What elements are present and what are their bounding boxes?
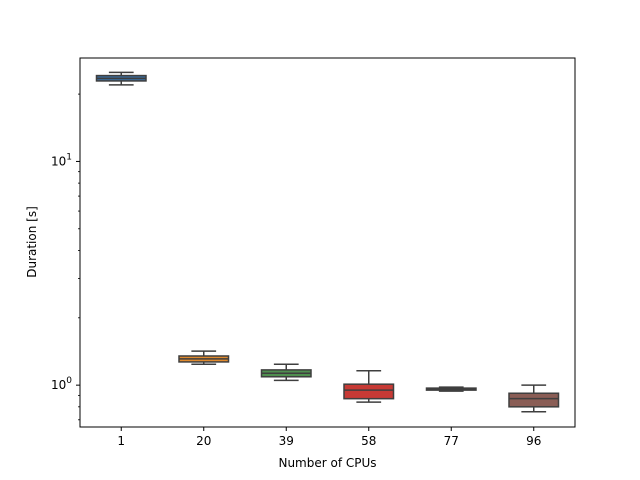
box-1 xyxy=(95,71,147,86)
plot-area xyxy=(80,58,575,427)
iqr-box xyxy=(508,392,560,408)
box-20 xyxy=(178,350,230,365)
box-39 xyxy=(260,363,312,382)
axes-frame xyxy=(79,57,576,428)
x-tick-label: 39 xyxy=(279,434,294,448)
plot-background xyxy=(80,58,575,427)
x-tick-label: 58 xyxy=(361,434,376,448)
x-tick-label: 77 xyxy=(444,434,459,448)
x-tick-label: 1 xyxy=(117,434,125,448)
box-77 xyxy=(425,386,477,392)
x-axis-label: Number of CPUs xyxy=(278,456,376,470)
y-tick-label: 101 xyxy=(51,152,72,168)
iqr-box xyxy=(343,383,395,400)
box-96 xyxy=(508,384,560,413)
x-tick-label: 96 xyxy=(526,434,541,448)
y-tick-label: 100 xyxy=(51,376,72,392)
y-axis-label: Duration [s] xyxy=(25,206,39,278)
box-series xyxy=(95,71,560,413)
box-58 xyxy=(343,369,395,403)
x-tick-label: 20 xyxy=(196,434,211,448)
